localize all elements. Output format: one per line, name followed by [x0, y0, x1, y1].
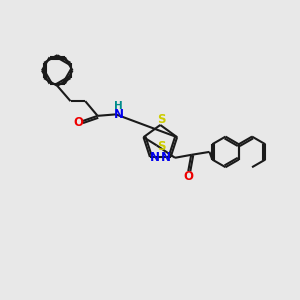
Text: S: S: [157, 113, 165, 127]
Text: O: O: [183, 170, 193, 183]
Text: N: N: [161, 151, 171, 164]
Text: S: S: [157, 140, 166, 153]
Text: O: O: [73, 116, 83, 129]
Text: N: N: [114, 109, 124, 122]
Text: N: N: [150, 151, 160, 164]
Text: H: H: [114, 101, 123, 111]
